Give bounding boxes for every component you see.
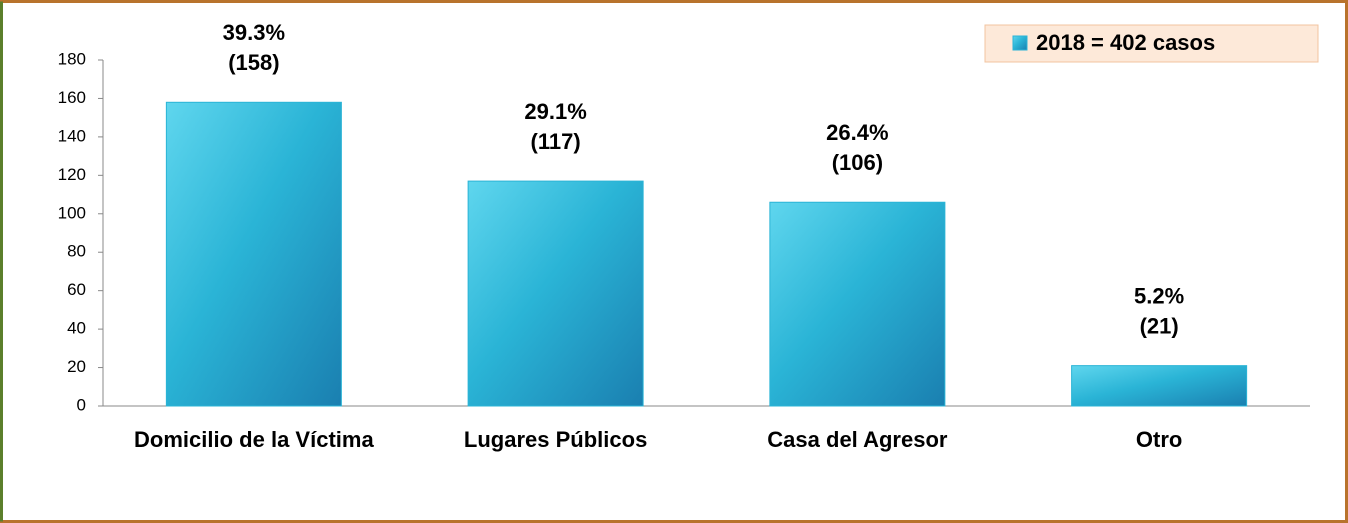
data-label: (158) (228, 50, 279, 75)
bar (769, 201, 946, 407)
y-tick-label: 180 (58, 49, 86, 68)
legend-swatch (1012, 35, 1028, 51)
x-tick-label: Casa del Agresor (767, 427, 948, 452)
legend-box (984, 24, 1319, 63)
y-tick-label: 100 (58, 203, 86, 222)
y-tick-label: 140 (58, 126, 86, 145)
percent-label: 26.4% (826, 120, 888, 145)
percent-label: 39.3% (223, 20, 285, 45)
bar (1071, 365, 1248, 407)
bar (467, 180, 644, 407)
data-label: (106) (832, 150, 883, 175)
y-tick-label: 20 (67, 357, 86, 376)
y-tick-label: 40 (67, 319, 86, 338)
percent-label: 29.1% (524, 99, 586, 124)
y-tick-label: 0 (77, 395, 86, 414)
legend-label: 2018 = 402 casos (1036, 30, 1215, 55)
y-tick-label: 60 (67, 280, 86, 299)
x-tick-label: Domicilio de la Víctima (134, 427, 374, 452)
data-label: (117) (531, 129, 581, 154)
y-tick-label: 80 (67, 242, 86, 261)
x-tick-label: Lugares Públicos (463, 427, 648, 452)
x-tick-label: Otro (1135, 427, 1183, 452)
y-tick-label: 120 (58, 165, 86, 184)
percent-label: 5.2% (1134, 283, 1184, 308)
data-label: (21) (1140, 313, 1179, 338)
bar (165, 101, 342, 407)
y-tick-label: 160 (58, 88, 86, 107)
